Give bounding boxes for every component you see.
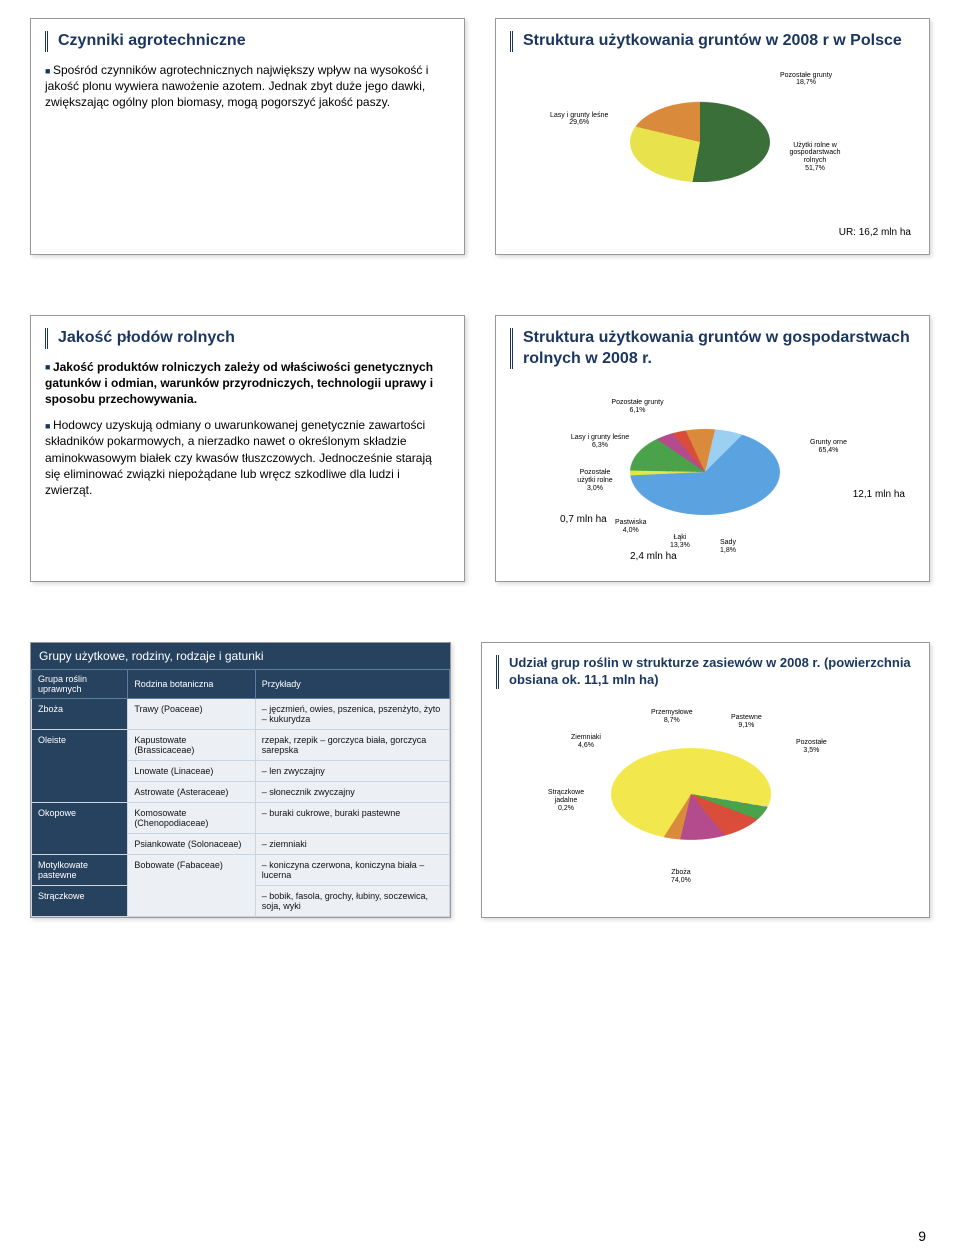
panel2-caption: UR: 16,2 mln ha <box>839 227 911 238</box>
panel2-title: Struktura użytkowania gruntów w 2008 r w… <box>523 31 915 52</box>
panel2-pie <box>630 102 770 182</box>
p2-lbl-lasy: Lasy i grunty leśne29,6% <box>550 112 608 127</box>
groups-table: Grupa roślin uprawnych Rodzina botaniczn… <box>31 669 450 917</box>
panel4-title: Struktura użytkowania gruntów w gospodar… <box>523 328 915 370</box>
th-2: Przykłady <box>255 670 449 699</box>
panel2-titlebox: Struktura użytkowania gruntów w 2008 r w… <box>510 31 915 52</box>
panel-struktura-gosp: Struktura użytkowania gruntów w gospodar… <box>495 315 930 583</box>
p4-lbl-lasy: Lasy i grunty leśne6,3% <box>570 434 630 449</box>
panel1-title: Czynniki agrotechniczne <box>58 31 450 52</box>
panel1-p1: Spośród czynników agrotechnicznych najwi… <box>45 62 450 111</box>
row-1: Czynniki agrotechniczne Spośród czynnikó… <box>30 18 930 255</box>
panel3-titlebox: Jakość płodów rolnych <box>45 328 450 349</box>
panel3-p2: Hodowcy uzyskują odmiany o uwarunkowanej… <box>45 417 450 498</box>
panel4-titlebox: Struktura użytkowania gruntów w gospodar… <box>510 328 915 370</box>
p6-lbl-zboza: Zboża74,0% <box>671 869 691 884</box>
panel-table: Grupy użytkowe, rodziny, rodzaje i gatun… <box>30 642 451 918</box>
panel4-pie-wrap: Grunty orne65,4% Sady1,8% Łąki13,3% Past… <box>510 379 915 569</box>
p2-lbl-poz: Pozostałe grunty18,7% <box>780 72 832 87</box>
p4-lbl-pur: Pozostałe użytki rolne3,0% <box>570 469 620 492</box>
p4-lbl-pg: Pozostałe grunty6,1% <box>610 399 665 414</box>
panel6-pie-wrap: Zboża74,0% Strączkowe jadalne0,2% Ziemni… <box>496 699 915 889</box>
p2-lbl-ur: Użytki rolne w gospodarstwach rolnych51,… <box>780 142 850 173</box>
panel6-title: Udział grup roślin w strukturze zasiewów… <box>509 655 915 689</box>
panel6-pie <box>588 735 793 853</box>
table-body: ZbożaTrawy (Poaceae)– jęczmień, owies, p… <box>32 699 450 917</box>
p6-lbl-przem: Przemysłowe8,7% <box>651 709 693 724</box>
p4-lbl-sady: Sady1,8% <box>720 539 736 554</box>
panel4-annot-left: 0,7 mln ha <box>560 514 607 525</box>
panel3-title: Jakość płodów rolnych <box>58 328 450 349</box>
table-title: Grupy użytkowe, rodziny, rodzaje i gatun… <box>31 643 450 669</box>
panel-struktura-polska: Struktura użytkowania gruntów w 2008 r w… <box>495 18 930 255</box>
panel6-titlebox: Udział grup roślin w strukturze zasiewów… <box>496 655 915 689</box>
p6-lbl-poz: Pozostałe3,5% <box>796 739 827 754</box>
panel3-p1: Jakość produktów rolniczych zależy od wł… <box>45 359 450 408</box>
p6-lbl-past: Pastewne9,1% <box>731 714 762 729</box>
panel-czynniki: Czynniki agrotechniczne Spośród czynnikó… <box>30 18 465 255</box>
p4-lbl-laki: Łąki13,3% <box>670 534 690 549</box>
panel3-body: Jakość produktów rolniczych zależy od wł… <box>45 359 450 499</box>
panel1-body: Spośród czynników agrotechnicznych najwi… <box>45 62 450 111</box>
th-1: Rodzina botaniczna <box>128 670 255 699</box>
panel1-titlebox: Czynniki agrotechniczne <box>45 31 450 52</box>
panel-jakosc: Jakość płodów rolnych Jakość produktów r… <box>30 315 465 583</box>
p4-lbl-go: Grunty orne65,4% <box>810 439 847 454</box>
panel4-pie <box>603 414 808 532</box>
p6-lbl-ziem: Ziemniaki4,6% <box>571 734 601 749</box>
row-2: Jakość płodów rolnych Jakość produktów r… <box>30 315 930 583</box>
p4-lbl-past: Pastwiska4,0% <box>615 519 647 534</box>
th-0: Grupa roślin uprawnych <box>32 670 128 699</box>
panel-udzial: Udział grup roślin w strukturze zasiewów… <box>481 642 930 918</box>
panel4-annot-bot: 2,4 mln ha <box>630 551 677 562</box>
panel2-pie-wrap: Lasy i grunty leśne29,6% Pozostałe grunt… <box>510 62 915 242</box>
panel4-annot-right: 12,1 mln ha <box>853 489 905 500</box>
p6-lbl-stracz: Strączkowe jadalne0,2% <box>541 789 591 812</box>
row-3: Grupy użytkowe, rodziny, rodzaje i gatun… <box>30 642 930 918</box>
page-number: 9 <box>918 1228 926 1244</box>
